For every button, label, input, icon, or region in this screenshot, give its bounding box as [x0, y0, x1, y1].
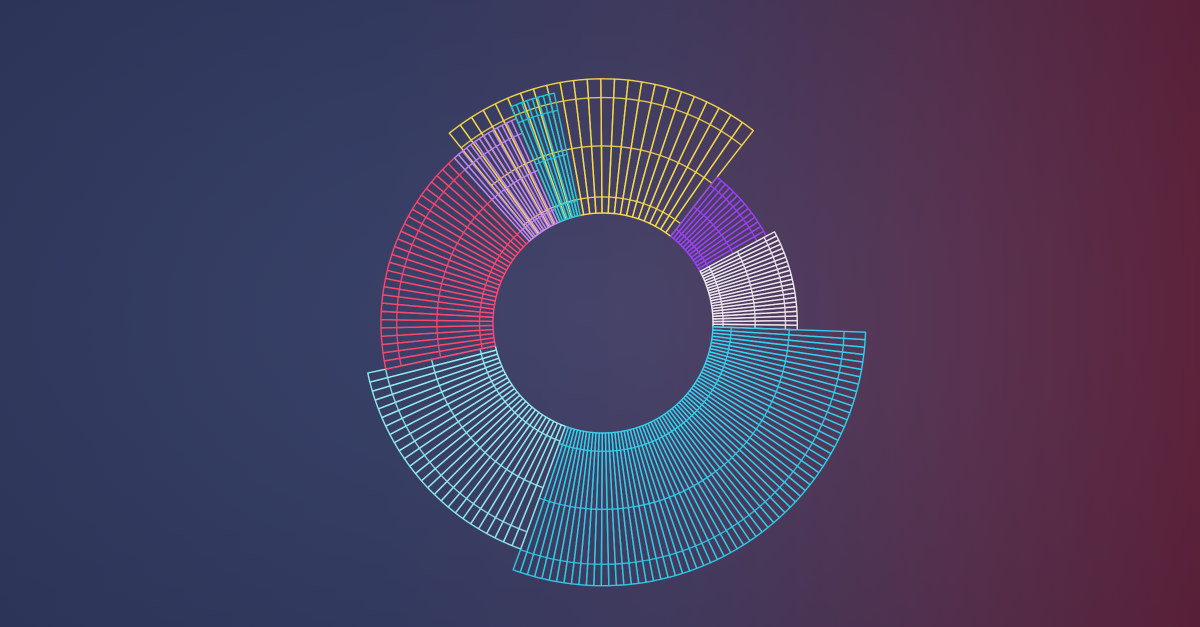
- segment-5-bar: [433, 400, 530, 502]
- segment-5-bar: [420, 394, 524, 489]
- segment-5-bar: [454, 409, 540, 520]
- segment-5-ring: [479, 348, 561, 442]
- segment-3-ring: [708, 266, 724, 328]
- segment-6-ring: [395, 169, 466, 367]
- segment-4: [512, 326, 867, 587]
- segment-5-bar: [502, 422, 563, 547]
- segment-8: [510, 92, 581, 223]
- segment-5-bar: [367, 345, 498, 383]
- segment-5-bar: [447, 406, 537, 514]
- segment-6-ring: [436, 199, 493, 358]
- segment-2-ring: [709, 184, 758, 242]
- segment-8-ring: [535, 153, 568, 165]
- segment-2-ring: [675, 228, 709, 268]
- segment-5-ring: [430, 359, 544, 489]
- segment-8-ring: [553, 200, 578, 209]
- segment-4-bar: [512, 425, 570, 574]
- segment-1-bar: [665, 121, 755, 238]
- segment-1-ring: [523, 196, 682, 226]
- segment-5: [367, 345, 567, 550]
- segment-5-bar: [427, 397, 527, 496]
- segment-3: [699, 231, 798, 331]
- segment-4-bar: [700, 368, 842, 442]
- segment-8-bar: [547, 92, 581, 217]
- segment-6-ring: [478, 230, 521, 349]
- segment-2-ring: [693, 206, 734, 255]
- segment-4-ring: [539, 329, 790, 511]
- segment-3-ring: [763, 237, 787, 330]
- segment-2: [670, 176, 768, 273]
- segment-4-ring: [520, 331, 845, 565]
- segment-4-ring: [558, 327, 732, 453]
- segment-7-ring: [519, 208, 556, 232]
- segment-3-ring: [736, 251, 756, 329]
- segment-5-bar: [403, 384, 516, 467]
- segment-5-bar: [409, 387, 518, 475]
- segment-5-bar: [389, 373, 509, 444]
- segment-5-ring: [384, 369, 528, 533]
- segment-1-bar: [637, 91, 696, 222]
- segment-1-bar: [654, 107, 732, 230]
- segment-1: [448, 78, 755, 239]
- segment-6: [380, 157, 531, 370]
- segment-8-ring: [517, 109, 558, 124]
- segment-7-ring: [491, 169, 539, 201]
- segment-7: [453, 117, 561, 242]
- segment-1-ring: [460, 96, 743, 149]
- segment-7-ring: [464, 132, 523, 171]
